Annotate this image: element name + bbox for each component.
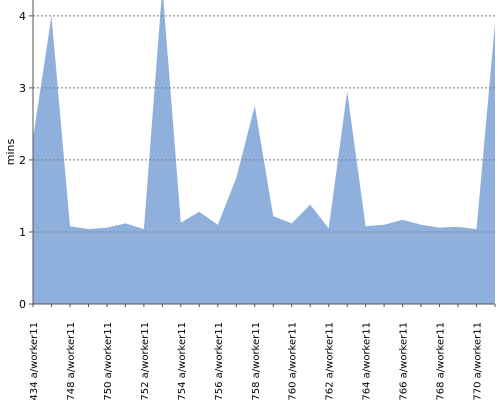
x-tick-label: #6762 a/worker11 [325,322,336,400]
x-tick-label: #6756 a/worker11 [214,322,225,400]
x-tick-label: #6748 a/worker11 [66,322,77,400]
x-tick-label: #6754 a/worker11 [177,322,188,400]
x-tick-label: #4434 a/worker11 [29,322,40,400]
x-tick-label: #6758 a/worker11 [251,322,262,400]
x-tick-label: #6750 a/worker11 [103,322,114,400]
y-tick-label: 2 [19,154,26,167]
x-tick-label: #6770 a/worker11 [473,322,484,400]
x-tick-label: #6764 a/worker11 [362,322,373,400]
y-tick-label: 3 [19,82,26,95]
x-tick-label: #6760 a/worker11 [288,322,299,400]
plot-area [33,0,495,304]
x-tick-label: #6766 a/worker11 [399,322,410,400]
x-tick-label: #6752 a/worker11 [140,322,151,400]
area [33,0,495,304]
y-tick-label: 1 [19,226,26,239]
x-tick-label: #6768 a/worker11 [436,322,447,400]
y-tick-label: 4 [19,10,26,23]
y-axis-label: mins [4,138,17,165]
y-tick-label: 0 [19,298,26,311]
